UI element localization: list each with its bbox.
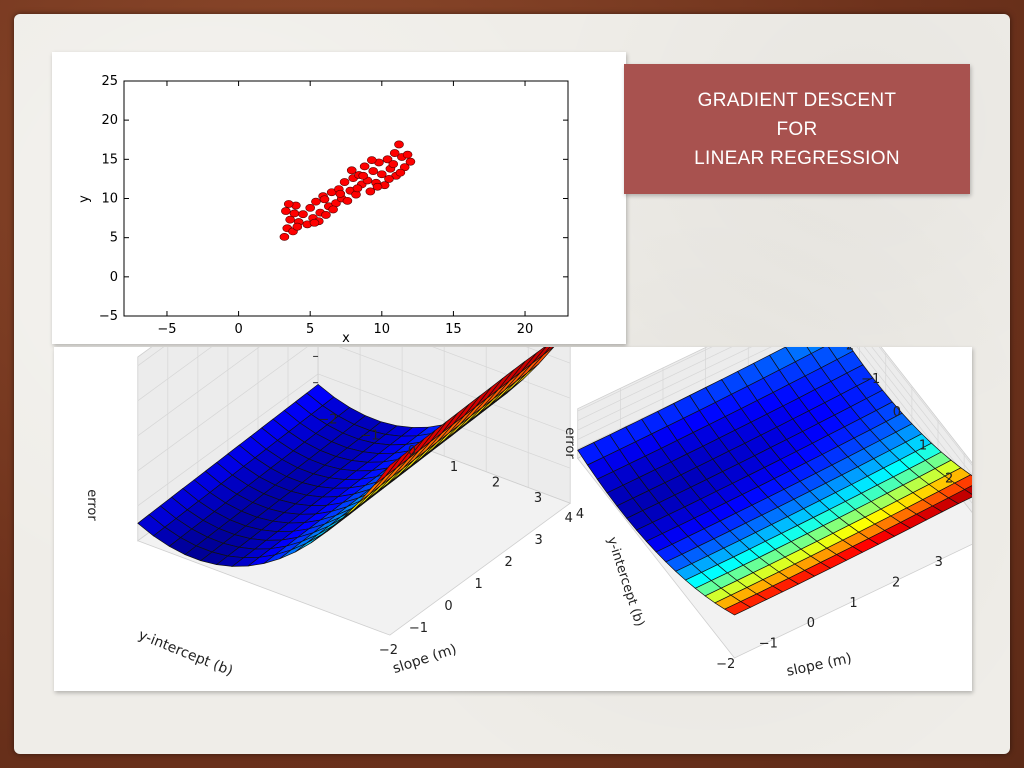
b-tick-label: 0 xyxy=(807,616,815,631)
scatter-point xyxy=(311,197,321,206)
scatter-point xyxy=(382,155,393,164)
scatter-point xyxy=(321,211,331,219)
scatter-point xyxy=(292,222,303,231)
m-tick-label: −2 xyxy=(835,347,854,354)
b-tick-label: 2 xyxy=(505,555,513,570)
scatter-point xyxy=(279,232,290,241)
scatter-point xyxy=(384,175,394,183)
surface-panel: error −2 −1 0 1 2 3 4 4 3 2 1 0 −1 −2 y-intercept (b… xyxy=(54,224,1006,691)
y-tick-label: 10 xyxy=(101,192,118,207)
scatter-point xyxy=(342,196,353,205)
scatter-point xyxy=(372,182,383,191)
surface-patch xyxy=(373,456,402,486)
scatter-point xyxy=(351,190,361,199)
b-tick-label: −1 xyxy=(409,621,428,636)
b-tick-label: 1 xyxy=(849,596,857,611)
scatter-point xyxy=(305,203,315,212)
b-tick-label: 1 xyxy=(474,577,482,592)
surface-chart-right: error −2 −1 0 1 2 3 4 4 3 2 1 0 −1 −2 y-intercept (b… xyxy=(562,285,1006,680)
scatter-point xyxy=(389,149,400,157)
scatter-point xyxy=(352,184,363,193)
scatter-point xyxy=(283,200,294,208)
title-line-2: FOR xyxy=(776,118,818,140)
x-tick-label: 0 xyxy=(234,322,242,337)
scatter-point xyxy=(309,218,320,227)
scatter-point xyxy=(388,160,399,168)
y-tick-label: 25 xyxy=(101,74,118,89)
m-tick-label: 1 xyxy=(919,438,927,453)
m-tick-label: 0 xyxy=(893,405,901,420)
scatter-point xyxy=(335,189,346,198)
z-axis-label-left: error xyxy=(84,489,99,521)
scatter-point xyxy=(328,205,338,214)
y-tick-label: −5 xyxy=(99,309,118,324)
m-tick-label: 3 xyxy=(971,505,972,520)
m-axis-label-left: slope (m) xyxy=(391,641,459,677)
scatter-point xyxy=(319,195,330,204)
b-tick-label: −1 xyxy=(759,637,778,652)
x-tick-label: 20 xyxy=(517,322,534,337)
x-tick-label: 15 xyxy=(445,322,462,337)
m-tick-label: 0 xyxy=(408,444,416,459)
y-tick-label: 20 xyxy=(101,113,118,128)
m-tick-label: −1 xyxy=(861,372,880,387)
m-tick-label: 2 xyxy=(945,472,953,487)
scatter-point xyxy=(395,168,406,177)
y-tick-label: 5 xyxy=(110,231,118,246)
scatter-point xyxy=(366,156,377,165)
scatter-point xyxy=(281,207,291,215)
scatter-point xyxy=(358,171,368,180)
title-line-3: LINEAR REGRESSION xyxy=(694,147,900,169)
x-tick-label: 10 xyxy=(374,322,391,337)
b-tick-label: 4 xyxy=(565,511,573,526)
m-tick-label: −1 xyxy=(360,428,379,443)
z-axis-label-right: error xyxy=(562,427,577,459)
x-axis-label: x xyxy=(342,331,350,344)
title-box: GRADIENT DESCENT FOR LINEAR REGRESSION xyxy=(624,64,970,194)
scatter-point xyxy=(377,170,387,179)
scatter-point xyxy=(394,140,404,149)
scatter-point xyxy=(359,162,370,171)
b-tick-label: 0 xyxy=(444,599,452,614)
b-tick-label: 3 xyxy=(935,555,943,570)
m-axis-label-right: slope (m) xyxy=(785,650,853,679)
b-tick-label: −2 xyxy=(379,643,398,658)
x-tick-label: 5 xyxy=(306,322,314,337)
b-axis-label-left: y-intercept (b) xyxy=(136,627,235,679)
slide: −5 0 5 10 15 20 −5 0 5 10 15 20 25 x y GRADIENT DESC… xyxy=(14,14,1010,754)
x-tick-label: −5 xyxy=(157,322,176,337)
scatter-point xyxy=(402,150,413,159)
m-tick-label: 1 xyxy=(450,460,458,475)
b-tick-label: 3 xyxy=(535,533,543,548)
y-axis-label: y xyxy=(77,195,92,203)
surface-patch xyxy=(723,601,752,616)
scatter-chart: −5 0 5 10 15 20 −5 0 5 10 15 20 25 x y xyxy=(77,74,569,346)
scatter-panel: −5 0 5 10 15 20 −5 0 5 10 15 20 25 x y xyxy=(52,52,626,346)
scatter-point xyxy=(399,163,410,172)
scatter-point xyxy=(298,210,308,219)
y-tick-label: 0 xyxy=(110,270,118,285)
scatter-point xyxy=(339,178,350,186)
b-tick-label: 2 xyxy=(892,575,900,590)
slide-title: GRADIENT DESCENT FOR LINEAR REGRESSION xyxy=(694,86,900,173)
scatter-point xyxy=(289,209,300,218)
y-tick-label: 15 xyxy=(101,152,118,167)
scatter-point xyxy=(368,167,379,175)
scatter-point xyxy=(346,166,357,175)
b-tick-label: −2 xyxy=(716,657,735,672)
m-tick-label: −2 xyxy=(318,413,337,428)
m-tick-label: 4 xyxy=(576,507,584,522)
scatter-point xyxy=(405,157,416,166)
m-tick-label: 3 xyxy=(534,491,542,506)
title-line-1: GRADIENT DESCENT xyxy=(697,89,897,111)
scatter-point xyxy=(285,215,295,224)
b-axis-label-right: y-intercept (b) xyxy=(604,535,647,628)
scatter-point xyxy=(365,187,376,196)
m-tick-label: 2 xyxy=(492,476,500,491)
